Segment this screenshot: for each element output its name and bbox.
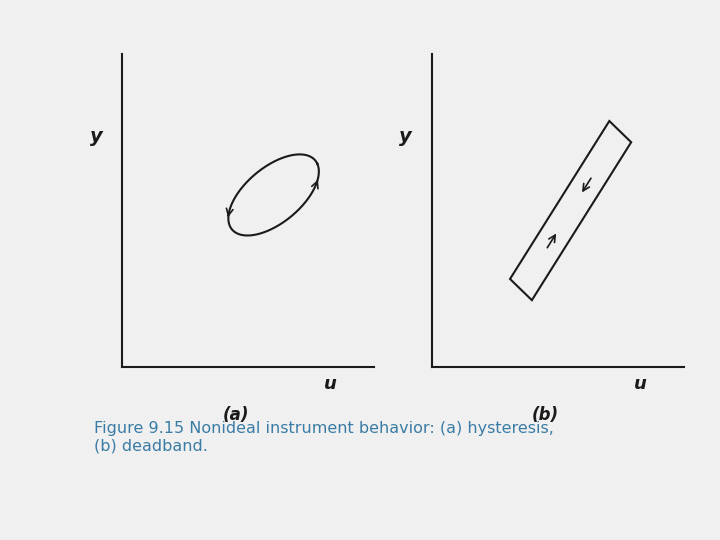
Text: y: y bbox=[89, 127, 102, 146]
Text: y: y bbox=[399, 127, 412, 146]
Text: u: u bbox=[634, 375, 647, 393]
Text: (a): (a) bbox=[222, 407, 249, 424]
Text: (b): (b) bbox=[532, 407, 559, 424]
Text: u: u bbox=[324, 375, 337, 393]
Text: Figure 9.15 Nonideal instrument behavior: (a) hysteresis,
(b) deadband.: Figure 9.15 Nonideal instrument behavior… bbox=[94, 421, 554, 454]
